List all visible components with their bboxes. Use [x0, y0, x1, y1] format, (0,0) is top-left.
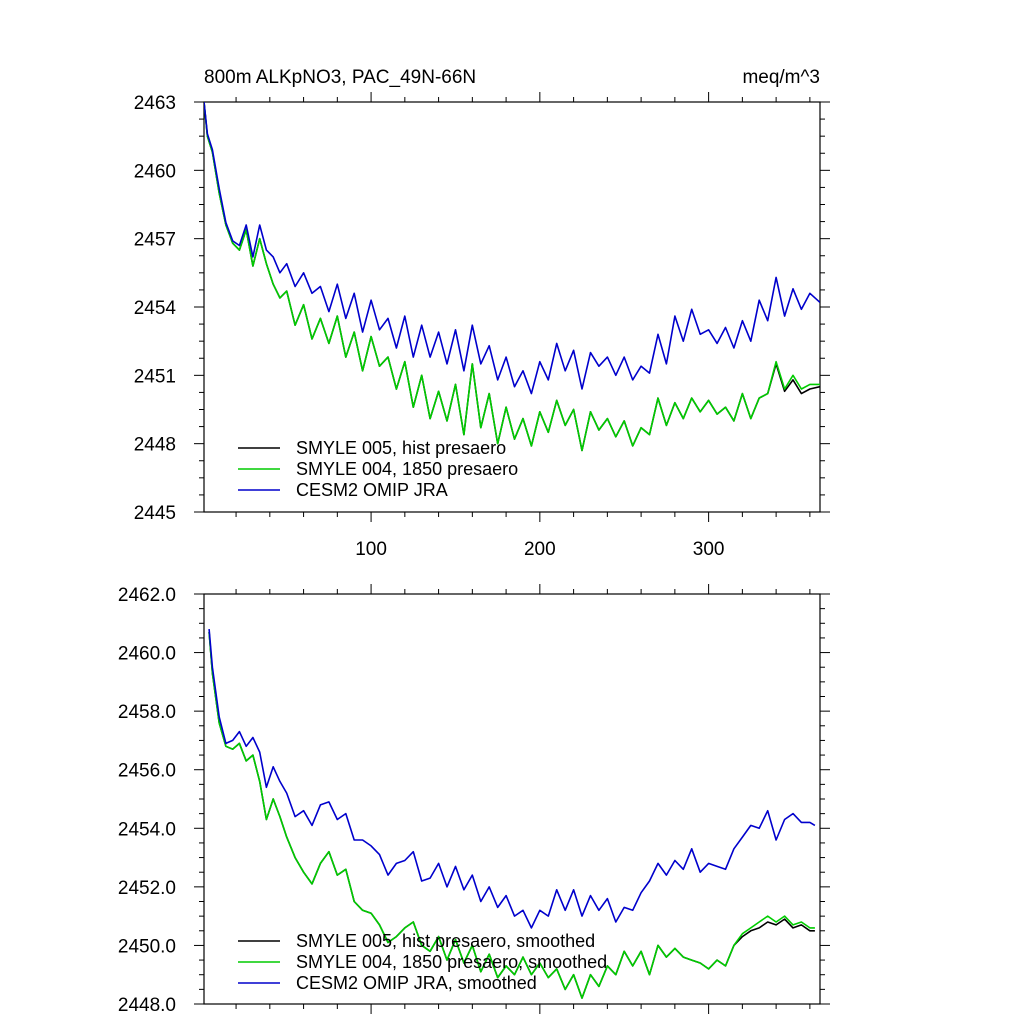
series-line-1	[204, 102, 820, 452]
bottom-chart-panel: 2462.0 2460.0 2458.0 2456.0 2454.0 2452.0 2450…	[118, 584, 830, 1016]
axis-ticks: 2462.0 2460.0 2458.0 2456.0 2454.0 2452.0 2450…	[118, 584, 830, 1016]
legend-label: SMYLE 005, hist presaero, smoothed	[296, 931, 595, 951]
legend-label: SMYLE 004, 1850 presaero	[296, 459, 518, 479]
legend-label: CESM2 OMIP JRA	[296, 480, 448, 500]
legend-label: SMYLE 005, hist presaero	[296, 438, 506, 458]
y-tick-label: 2460.0	[118, 644, 176, 665]
legend: SMYLE 005, hist presaero, smoothedSMYLE …	[238, 931, 607, 993]
y-tick-label: 2454	[134, 298, 177, 319]
x-tick-label: 300	[693, 539, 725, 560]
y-tick-label: 2452.0	[118, 878, 176, 899]
y-tick-label: 2445	[134, 503, 176, 524]
series-line-2	[204, 102, 820, 395]
y-tick-label: 2451	[134, 366, 176, 387]
units-label: meq/m^3	[742, 67, 820, 88]
chart-title: 800m ALKpNO3, PAC_49N-66N	[204, 67, 476, 88]
series-line-0	[204, 102, 820, 452]
y-tick-label: 2450.0	[118, 936, 176, 957]
x-tick-label: 200	[524, 539, 556, 560]
x-tick-label: 100	[355, 539, 387, 560]
y-tick-label: 2460	[134, 161, 176, 182]
series-lines	[208, 629, 816, 999]
axis-ticks: 100 200 300 2463 2460 2457 2454 2451 2448 2445	[134, 92, 830, 560]
y-tick-label: 2456.0	[118, 761, 176, 782]
y-tick-label: 2462.0	[118, 585, 176, 606]
y-tick-label: 2457	[134, 230, 176, 251]
series-lines	[204, 102, 820, 452]
y-tick-label: 2458.0	[118, 702, 176, 723]
y-tick-label: 2448	[134, 435, 176, 456]
y-tick-label: 2448.0	[118, 995, 176, 1016]
y-tick-label: 2454.0	[118, 819, 176, 840]
series-line-1	[208, 632, 815, 999]
y-tick-label: 2463	[134, 93, 176, 114]
legend-label: CESM2 OMIP JRA, smoothed	[296, 973, 537, 993]
series-line-2	[208, 629, 816, 929]
top-chart-panel: 800m ALKpNO3, PAC_49N-66N meq/m^3 100 200…	[134, 67, 830, 560]
legend-label: SMYLE 004, 1850 presaero, smoothed	[296, 952, 607, 972]
